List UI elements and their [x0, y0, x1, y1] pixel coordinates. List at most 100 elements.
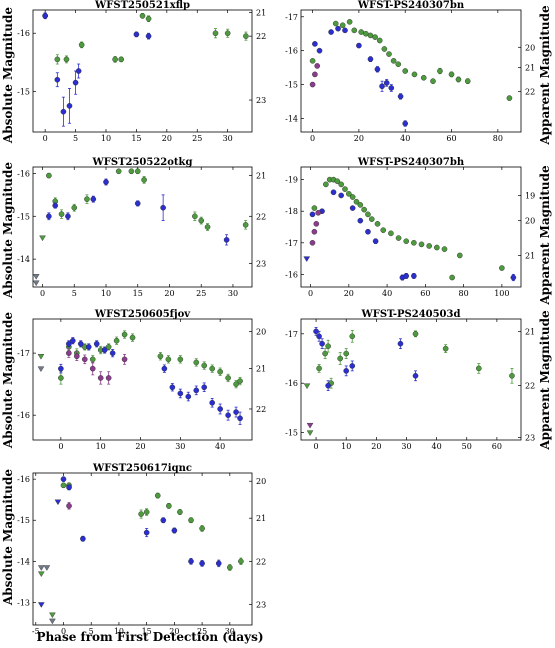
data-point: [160, 517, 167, 524]
data-point: [58, 365, 64, 372]
data-point: [412, 331, 419, 337]
data-point: [121, 356, 128, 363]
data-point: [313, 221, 320, 227]
x-tick-label: 60: [446, 134, 456, 143]
data-point: [89, 365, 96, 372]
data-point: [177, 509, 183, 515]
data-point: [177, 390, 184, 397]
data-point: [420, 74, 427, 81]
data-point: [441, 246, 448, 252]
data-point: [143, 529, 150, 536]
data-point: [129, 334, 136, 341]
panel-title: WFST-PS240307bh: [357, 157, 465, 168]
panel-title: WFST250605fjov: [94, 309, 191, 320]
data-point: [338, 181, 344, 188]
data-point: [223, 237, 230, 243]
upper-limit-marker: [49, 618, 56, 625]
data-point: [337, 355, 343, 362]
data-point: [365, 211, 371, 218]
data-point: [316, 333, 322, 340]
ylabel-right-top: Apparent Magnitude: [538, 5, 552, 146]
upper-limit-marker: [32, 280, 40, 287]
data-point: [238, 558, 244, 565]
x-tick-label: 15: [131, 134, 141, 143]
right-tick-label: 21: [525, 251, 535, 260]
right-tick-label: 23: [256, 259, 266, 268]
data-point: [65, 213, 71, 220]
data-point: [464, 78, 471, 84]
data-point: [388, 230, 394, 237]
data-point: [81, 356, 88, 363]
x-tick-label: 20: [354, 134, 364, 143]
panel-frame: [300, 166, 522, 288]
x-tick-label: 100: [494, 289, 509, 298]
data-point: [353, 198, 360, 205]
x-tick-label: 5: [72, 289, 77, 298]
data-point: [338, 192, 344, 199]
x-tick-label: 0: [61, 627, 66, 636]
data-point: [346, 19, 353, 25]
data-point: [434, 244, 440, 251]
data-point: [242, 222, 249, 228]
data-point: [335, 25, 341, 32]
data-point: [509, 372, 515, 379]
panel-4: WFST250605fjov 0 10 20 30 40 -17 -16 20 21 22: [17, 309, 266, 451]
upper-limit-marker: [37, 602, 45, 608]
x-tick-label: 10: [341, 442, 351, 451]
data-point: [54, 56, 61, 63]
data-point: [368, 216, 375, 222]
data-point: [225, 412, 231, 418]
x-tick-label: 60: [420, 289, 430, 298]
data-point: [199, 560, 205, 567]
y-tick-label: -17: [285, 330, 298, 339]
y-tick-label: -17: [285, 13, 298, 22]
data-point: [322, 350, 328, 357]
upper-limit-marker: [37, 354, 45, 360]
data-point: [342, 186, 348, 192]
data-point: [97, 375, 104, 381]
data-point: [411, 71, 418, 78]
data-point: [390, 58, 397, 64]
right-tick-label: 21: [525, 64, 535, 73]
data-point: [363, 30, 369, 37]
right-tick-label: 20: [525, 43, 535, 52]
data-point: [177, 356, 184, 363]
data-point: [112, 56, 118, 63]
data-point: [66, 484, 72, 491]
panel-frame: [300, 318, 522, 441]
panel-6: WFST250617iqnc -5 0 5 10 15 20 25 30 -16 -15 -14 -13…: [17, 463, 266, 636]
x-tick-label: 40: [432, 442, 442, 451]
data-point: [60, 476, 67, 482]
panel-1: WFST-PS240307bn 0 20 40 60 80 -17 -16 -15 -14 20 21…: [285, 0, 535, 143]
data-point: [332, 20, 339, 27]
data-point: [209, 365, 215, 372]
right-tick-label: 21: [256, 514, 266, 523]
upper-limit-marker: [37, 571, 45, 578]
panel-title: WFST250617iqnc: [92, 463, 192, 474]
data-point: [426, 243, 432, 249]
data-point: [343, 350, 350, 357]
data-point: [224, 30, 231, 37]
data-point: [442, 345, 449, 352]
data-point: [66, 503, 72, 509]
data-point: [367, 32, 374, 39]
data-point: [397, 340, 404, 347]
data-point: [192, 213, 198, 220]
data-point: [171, 527, 178, 534]
y-tick-label: -19: [285, 176, 298, 185]
data-point: [201, 362, 208, 369]
y-tick-label: -17: [17, 349, 30, 358]
data-point: [403, 238, 410, 245]
x-tick-label: 25: [196, 289, 206, 298]
x-tick-label: 10: [96, 442, 106, 451]
data-point: [330, 189, 337, 196]
data-point: [314, 63, 321, 69]
data-point: [42, 13, 48, 19]
upper-limit-marker: [303, 383, 311, 390]
y-tick-label: -15: [17, 87, 30, 96]
data-point: [412, 372, 419, 379]
data-point: [233, 409, 239, 415]
y-tick-label: -14: [285, 114, 298, 123]
data-point: [141, 177, 147, 183]
